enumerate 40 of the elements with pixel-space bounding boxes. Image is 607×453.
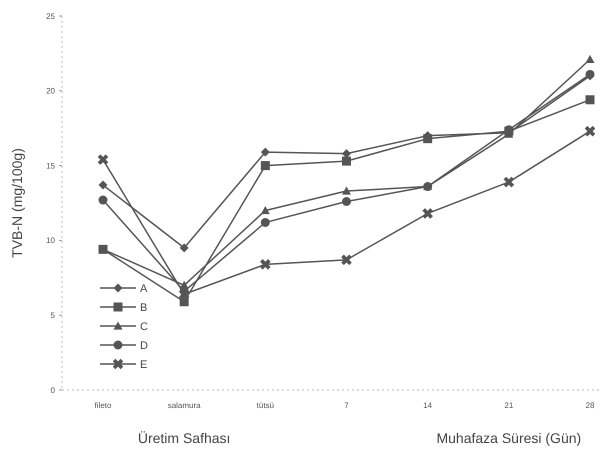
x-tick-label: salamura xyxy=(168,401,202,410)
x-tick-label: 7 xyxy=(344,401,350,410)
point xyxy=(98,180,108,190)
point xyxy=(586,54,594,63)
point xyxy=(342,186,351,195)
legend-label: A xyxy=(140,282,148,295)
point xyxy=(504,176,514,188)
y-tick-label: 15 xyxy=(46,161,56,170)
x-tick-label: fileto xyxy=(94,401,112,410)
legend-label: E xyxy=(140,358,148,371)
y-tick-label: 0 xyxy=(50,386,56,395)
y-axis-title: TVB-N (mg/100g) xyxy=(9,148,25,258)
point xyxy=(422,208,433,219)
point xyxy=(180,243,189,252)
point xyxy=(98,196,108,205)
point xyxy=(260,218,270,227)
point xyxy=(98,154,108,165)
point xyxy=(260,206,270,214)
x-tick-label: 28 xyxy=(586,401,595,410)
y-tick-label: 20 xyxy=(46,86,56,96)
legend-label: D xyxy=(140,340,148,352)
x-axis-title: Muhafaza Süresi (Gün) xyxy=(436,430,582,446)
point xyxy=(342,197,351,206)
point xyxy=(260,161,270,170)
point xyxy=(341,254,352,266)
x-tick-label: 14 xyxy=(423,401,433,410)
point xyxy=(584,126,596,136)
y-tick-label: 25 xyxy=(46,12,56,21)
text: Üretim Safhası xyxy=(138,430,230,446)
point xyxy=(260,148,270,157)
y-tick-label: 10 xyxy=(46,236,56,246)
point xyxy=(423,134,432,144)
point xyxy=(342,156,351,166)
point xyxy=(586,95,594,104)
y-tick-label: 5 xyxy=(50,311,56,320)
x-tick-label: tütsü xyxy=(256,401,274,410)
point xyxy=(260,259,271,270)
legend-label: B xyxy=(140,302,148,314)
legend-label: C xyxy=(140,320,148,333)
x-tick-label: 21 xyxy=(504,401,514,410)
